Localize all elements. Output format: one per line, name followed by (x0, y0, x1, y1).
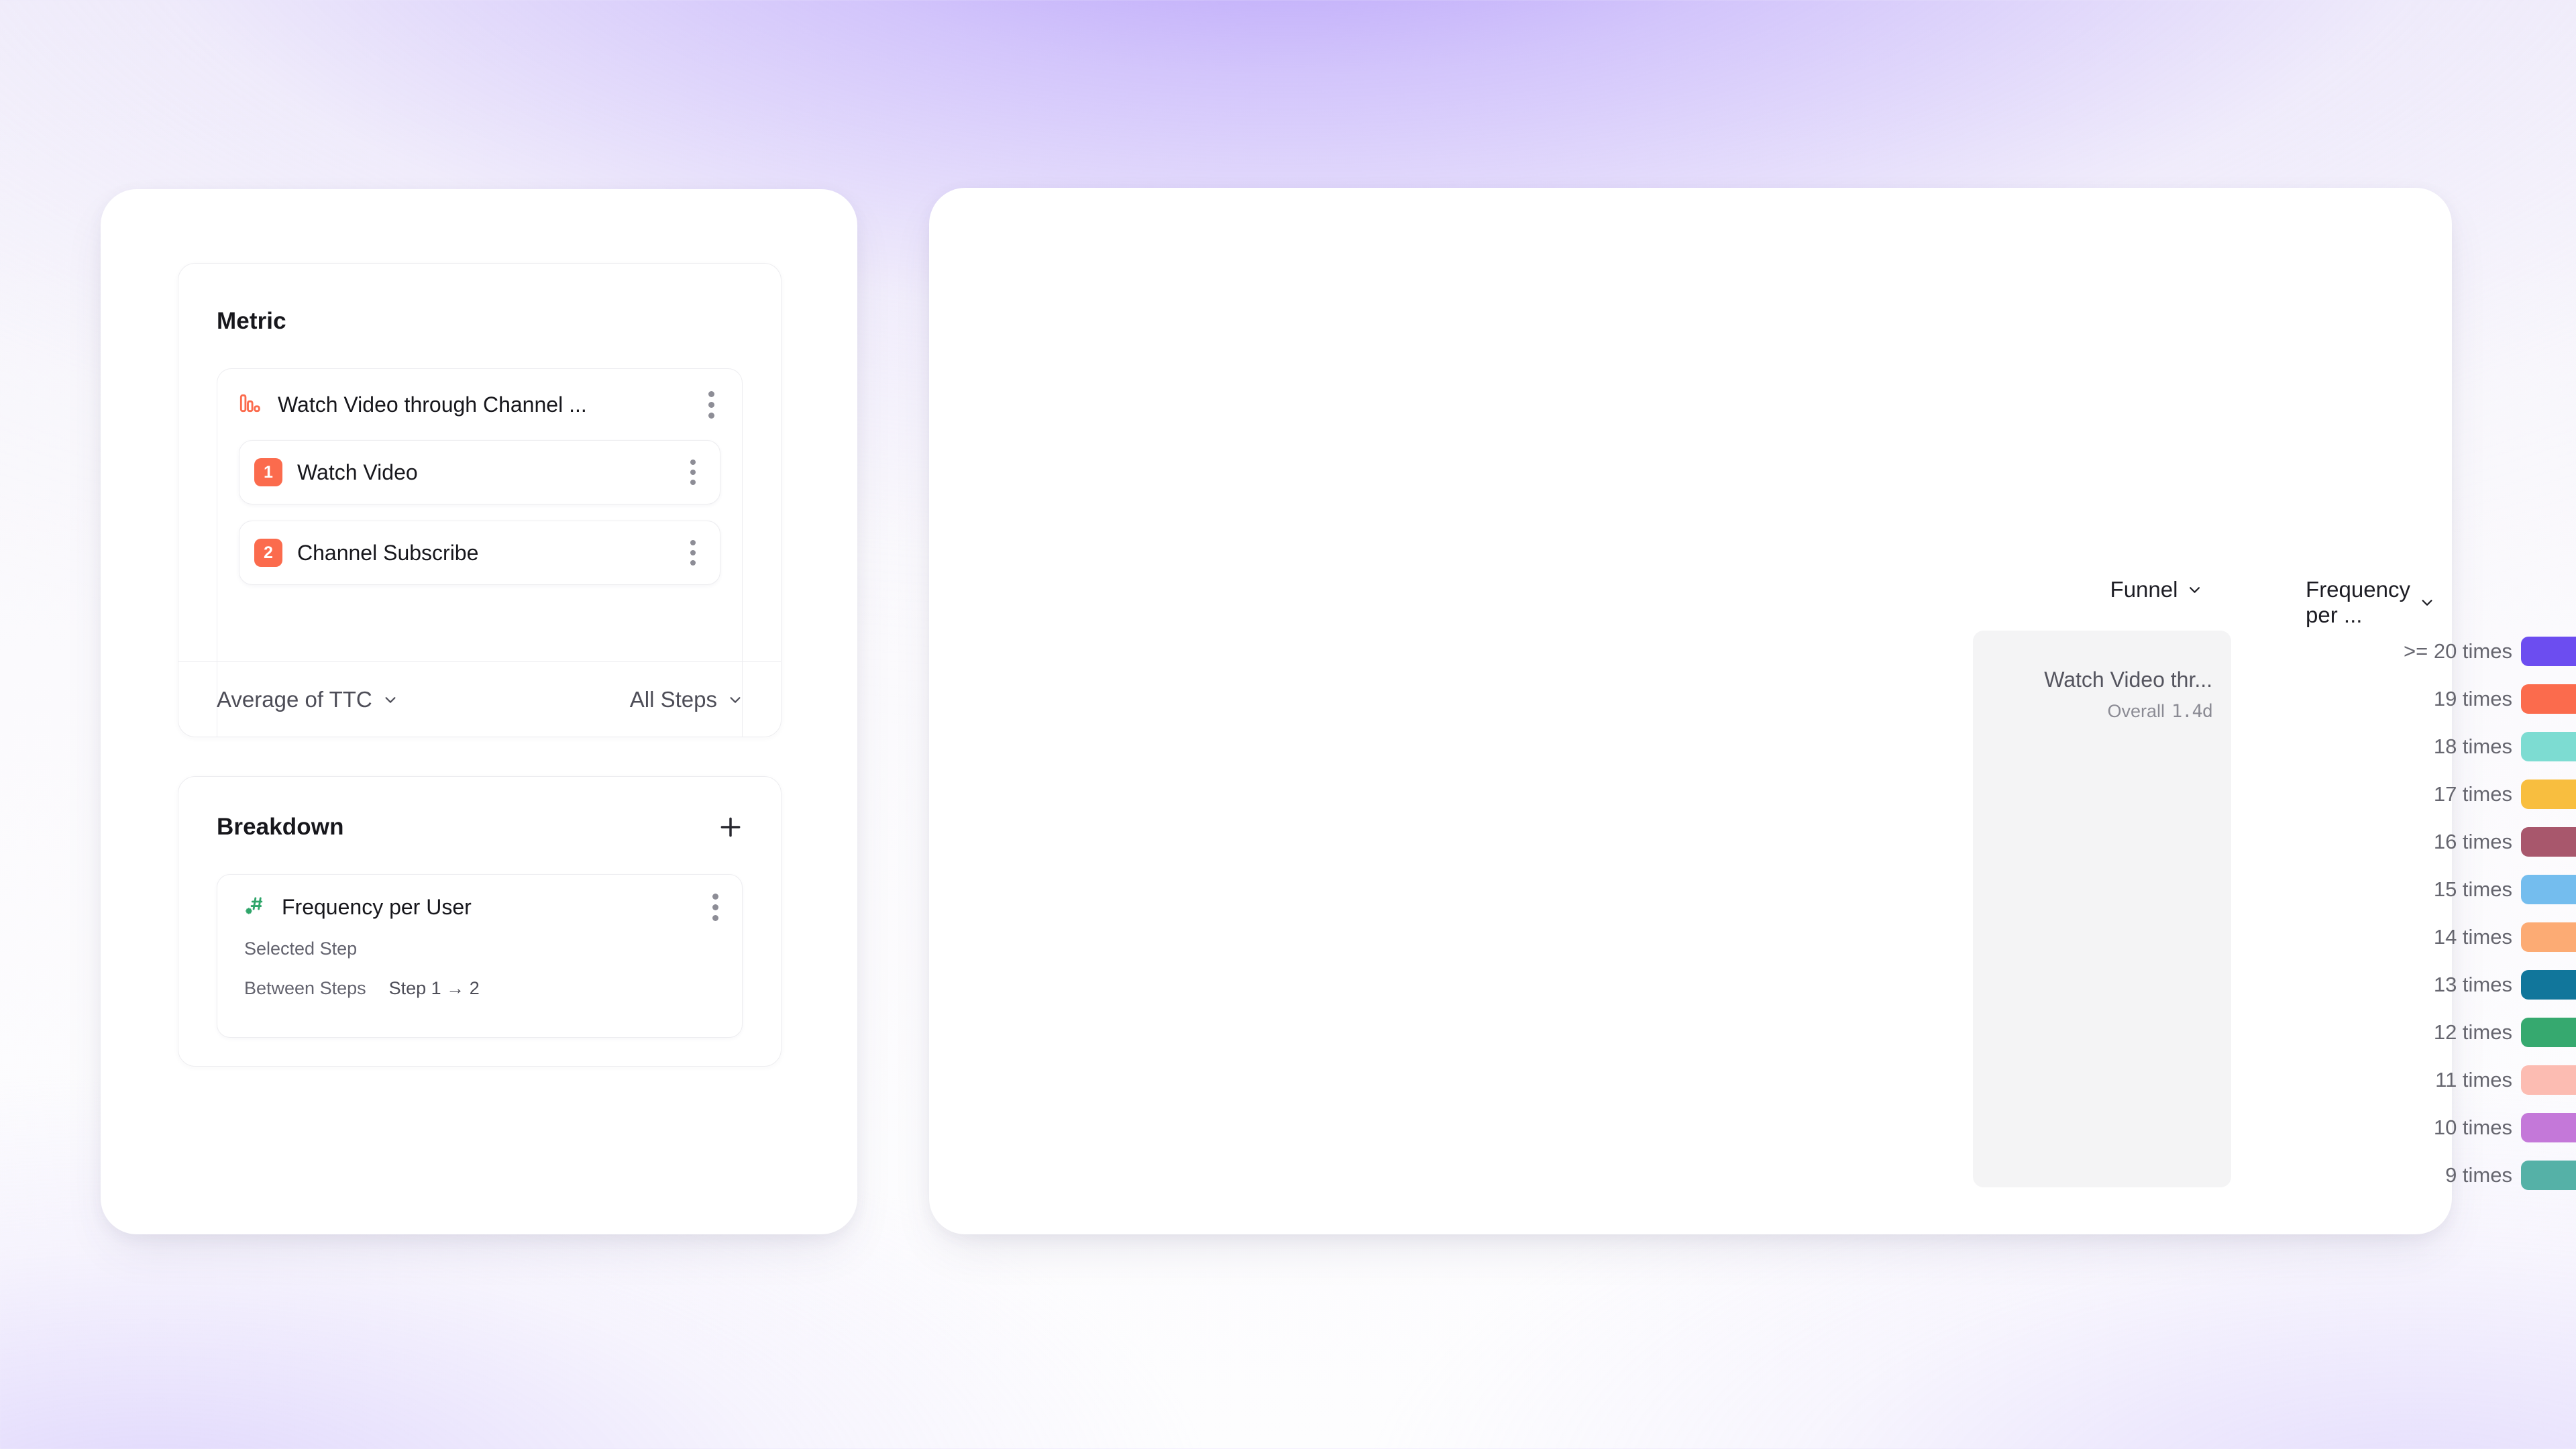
metric-step-2[interactable]: 2 Channel Subscribe (239, 521, 720, 585)
bar-category-label: 14 times (2433, 924, 2512, 949)
bar-segment[interactable] (2521, 922, 2576, 952)
metric-card-title: Metric (217, 308, 286, 334)
chart-column-headers: Funnel Frequency per ... Value (929, 577, 2452, 627)
chevron-down-icon (2187, 582, 2202, 597)
column-header-funnel-label: Funnel (2110, 577, 2178, 602)
bar-category-label: 15 times (2433, 877, 2512, 901)
funnel-name: Watch Video thr... (2044, 667, 2212, 692)
funnel-overall-label: Overall (2107, 701, 2165, 721)
between-steps-value: Step 1 → 2 (388, 978, 480, 998)
bar-row[interactable]: 17 times4.9d (929, 770, 2576, 818)
chevron-down-icon (2420, 595, 2434, 610)
add-breakdown-button[interactable] (714, 812, 747, 845)
bar-row[interactable]: 15 times4.5d (929, 865, 2576, 913)
bar-segment[interactable] (2521, 874, 2576, 904)
bar-chart-icon (239, 391, 263, 419)
bar-row[interactable]: 9 times2.8d (929, 1151, 2576, 1199)
step-label: Watch Video (297, 460, 418, 484)
metric-name: Watch Video through Channel ... (278, 392, 587, 417)
chevron-down-icon (728, 692, 743, 707)
bar-segment[interactable] (2521, 684, 2576, 714)
chart-panel: Funnel Frequency per ... Value Watch Vid… (929, 188, 2576, 1234)
column-header-breakdown[interactable]: Frequency per ... (2306, 577, 2434, 628)
bar-category-label: 18 times (2433, 734, 2512, 758)
between-steps-label: Between Steps (244, 978, 366, 998)
column-header-breakdown-label: Frequency per ... (2306, 577, 2410, 627)
step-menu-icon[interactable] (689, 540, 697, 566)
steps-select-value: All Steps (629, 686, 717, 712)
bar-row[interactable]: 11 times3.5d (929, 1056, 2576, 1104)
metric-row[interactable]: Watch Video through Channel ... (217, 369, 742, 440)
aggregation-select[interactable]: Average of TTC (217, 687, 398, 712)
bar-segment[interactable] (2521, 1160, 2576, 1190)
bar-chart: >= 20 times5.6d19 times5.2d18 times5.2d1… (929, 627, 2576, 1199)
selected-step-label: Selected Step (244, 938, 358, 959)
config-panel: Metric Watch Video through Channel ... (101, 189, 857, 1234)
bar-segment[interactable] (2521, 1112, 2576, 1142)
bar-category-label: 12 times (2433, 1020, 2512, 1044)
metric-menu-icon[interactable] (707, 390, 715, 419)
bar-category-label: 13 times (2433, 972, 2512, 996)
bar-segment[interactable] (2521, 731, 2576, 761)
bar-category-label: 17 times (2433, 782, 2512, 806)
metric-card: Metric Watch Video through Channel ... (178, 263, 782, 737)
breakdown-menu-icon[interactable] (711, 894, 719, 921)
metric-step-1[interactable]: 1 Watch Video (239, 440, 720, 504)
bar-category-label: >= 20 times (2404, 639, 2512, 663)
steps-select[interactable]: All Steps (630, 687, 743, 712)
bar-segment[interactable] (2521, 636, 2576, 666)
bar-category-label: 16 times (2433, 829, 2512, 853)
chevron-down-icon (383, 692, 398, 707)
column-header-funnel[interactable]: Funnel (2110, 577, 2202, 602)
bar-segment[interactable] (2521, 779, 2576, 809)
metric-footer: Average of TTC All Steps (178, 661, 781, 737)
between-steps-row: Between Steps Step 1 → 2 (217, 978, 742, 999)
bar-segment[interactable] (2521, 969, 2576, 1000)
aggregation-select-value: Average of TTC (217, 686, 372, 712)
bar-segment[interactable] (2521, 826, 2576, 857)
step-badge: 1 (254, 458, 282, 486)
bar-segment[interactable] (2521, 1017, 2576, 1047)
metric-definition-group: Watch Video through Channel ... 1 Watch … (217, 368, 743, 737)
funnel-overall: Overall 1.4d (1973, 701, 2213, 722)
funnel-summary-card[interactable]: Watch Video thr... Overall 1.4d (1973, 631, 2231, 1187)
bar-category-label: 9 times (2445, 1163, 2512, 1187)
bar-row[interactable]: 12 times3.9d (929, 1008, 2576, 1056)
bar-row[interactable]: 16 times4.7d (929, 818, 2576, 865)
funnel-overall-value: 1.4d (2171, 701, 2213, 722)
bar-row[interactable]: >= 20 times5.6d (929, 627, 2576, 675)
breakdown-card-title: Breakdown (217, 814, 344, 840)
breakdown-item-header: Frequency per User (217, 875, 742, 921)
step-label: Channel Subscribe (297, 540, 479, 565)
bar-category-label: 11 times (2435, 1067, 2512, 1091)
hash-sparkle-icon (244, 894, 268, 921)
bar-row[interactable]: 10 times3.1d (929, 1104, 2576, 1151)
breakdown-item-label: Frequency per User (282, 895, 472, 919)
plus-icon (718, 814, 743, 843)
bar-row[interactable]: 19 times5.2d (929, 675, 2576, 722)
bar-category-label: 10 times (2433, 1115, 2512, 1139)
bar-category-label: 19 times (2433, 686, 2512, 710)
bar-row[interactable]: 18 times5.2d (929, 722, 2576, 770)
step-badge: 2 (254, 539, 282, 567)
bar-row[interactable]: 13 times4d (929, 961, 2576, 1008)
breakdown-card: Breakdown Frequency per User (178, 776, 782, 1067)
bar-row[interactable]: 14 times4.3d (929, 913, 2576, 961)
step-menu-icon[interactable] (689, 460, 697, 485)
breakdown-item[interactable]: Frequency per User Selected Step Between… (217, 874, 743, 1038)
bar-segment[interactable] (2521, 1065, 2576, 1095)
